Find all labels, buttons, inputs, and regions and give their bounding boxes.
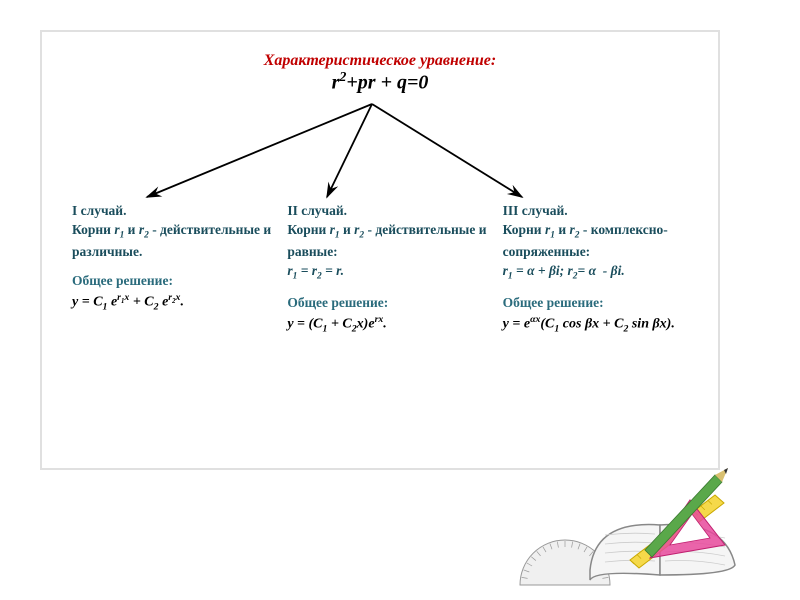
header: Характеристическое уравнение: r2+pr + q=… [42,52,718,95]
case-2-desc: Корни r1 и r2 - действительные и равные:… [287,221,492,284]
case-3-title: III случай. [503,202,708,221]
content-box: Характеристическое уравнение: r2+pr + q=… [40,30,720,470]
characteristic-equation: r2+pr + q=0 [42,70,718,95]
case-2-formula: y = (C1 + C2x)erx. [287,313,492,336]
case-2: II случай. Корни r1 и r2 - действительны… [287,202,492,336]
case-1-formula: y = C1 er1x + C2 er2x. [72,291,277,314]
slide: Характеристическое уравнение: r2+pr + q=… [0,0,800,600]
case-1-title: I случай. [72,202,277,221]
case-1-desc: Корни r1 и r2 - действительные и различн… [72,221,277,262]
diagram-title: Характеристическое уравнение: [42,52,718,70]
case-3-desc: Корни r1 и r2 - комплексно-сопряженные:r… [503,221,708,284]
case-1: I случай. Корни r1 и r2 - действительные… [72,202,277,314]
case-1-solution-label: Общее решение: [72,272,277,291]
case-2-title: II случай. [287,202,492,221]
case-2-solution-label: Общее решение: [287,294,492,313]
cases-container: I случай. Корни r1 и r2 - действительные… [72,202,708,336]
case-3-solution-label: Общее решение: [503,294,708,313]
case-3: III случай. Корни r1 и r2 - комплексно-с… [503,202,708,336]
case-3-formula: y = eαx(C1 cos βx + C2 sin βx). [503,313,708,336]
stationery-illustration [510,450,750,590]
